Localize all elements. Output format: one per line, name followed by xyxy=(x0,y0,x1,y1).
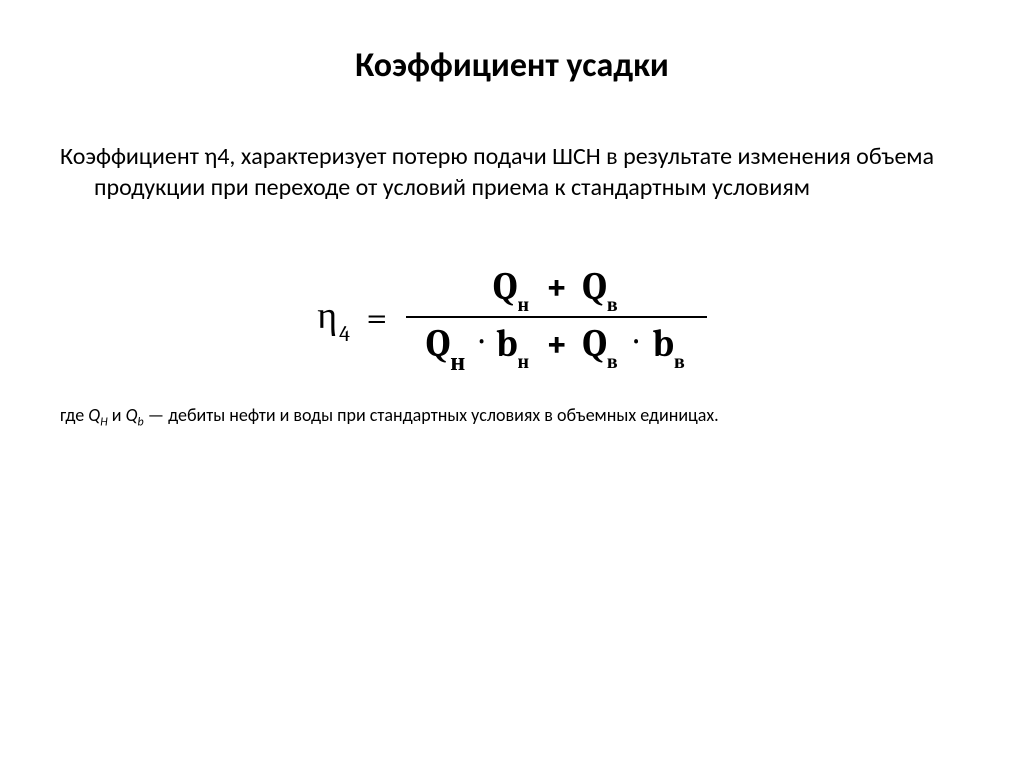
den-b1: b xyxy=(496,322,518,366)
equals-sign: = xyxy=(366,296,387,340)
slide: Коэффициент усадки Коэффициент η4, харак… xyxy=(0,0,1024,767)
num-q1: Q xyxy=(493,265,518,309)
den-q1-sub: н xyxy=(450,347,465,377)
den-b2-sub: в xyxy=(674,350,685,373)
formula-lhs: η4 xyxy=(317,294,350,343)
slide-title: Коэффициент усадки xyxy=(60,45,964,86)
note-q1-sub: H xyxy=(100,415,107,429)
den-b1-sub: н xyxy=(518,350,530,373)
numerator: Qн + Qв xyxy=(406,263,707,318)
note-and: и xyxy=(108,404,126,426)
num-q2-sub: в xyxy=(607,293,618,316)
den-q2-sub: в xyxy=(607,350,618,373)
num-q1-sub: н xyxy=(517,293,529,316)
body-paragraph: Коэффициент η4, характеризует потерю под… xyxy=(60,141,964,203)
den-q1: Q xyxy=(426,322,451,366)
fraction: Qн + Qв Qн · bн + Qв · bв xyxy=(406,263,707,373)
note-line: где QH и Qb — дебиты нефти и воды при ст… xyxy=(60,404,964,431)
den-b2: b xyxy=(652,322,674,366)
num-q2: Q xyxy=(582,265,607,309)
note-rest: — дебиты нефти и воды при стандартных ус… xyxy=(144,404,719,426)
eta-subscript: 4 xyxy=(339,321,350,347)
denominator: Qн · bн + Qв · bв xyxy=(406,318,707,374)
eta-symbol: η xyxy=(317,294,337,338)
note-prefix: где xyxy=(60,404,88,426)
body-text-content: Коэффициент η4, характеризует потерю под… xyxy=(60,141,964,203)
note-q2: Q xyxy=(126,404,138,426)
den-plus: + xyxy=(545,322,568,366)
den-dot1: · xyxy=(480,325,484,357)
formula: η4 = Qн + Qв Qн · bн + Qв · bв xyxy=(317,263,707,373)
num-plus: + xyxy=(545,265,568,309)
note-q1: Q xyxy=(88,404,100,426)
den-q2: Q xyxy=(582,322,607,366)
formula-block: η4 = Qн + Qв Qн · bн + Qв · bв xyxy=(60,263,964,373)
den-dot2: · xyxy=(634,325,638,357)
